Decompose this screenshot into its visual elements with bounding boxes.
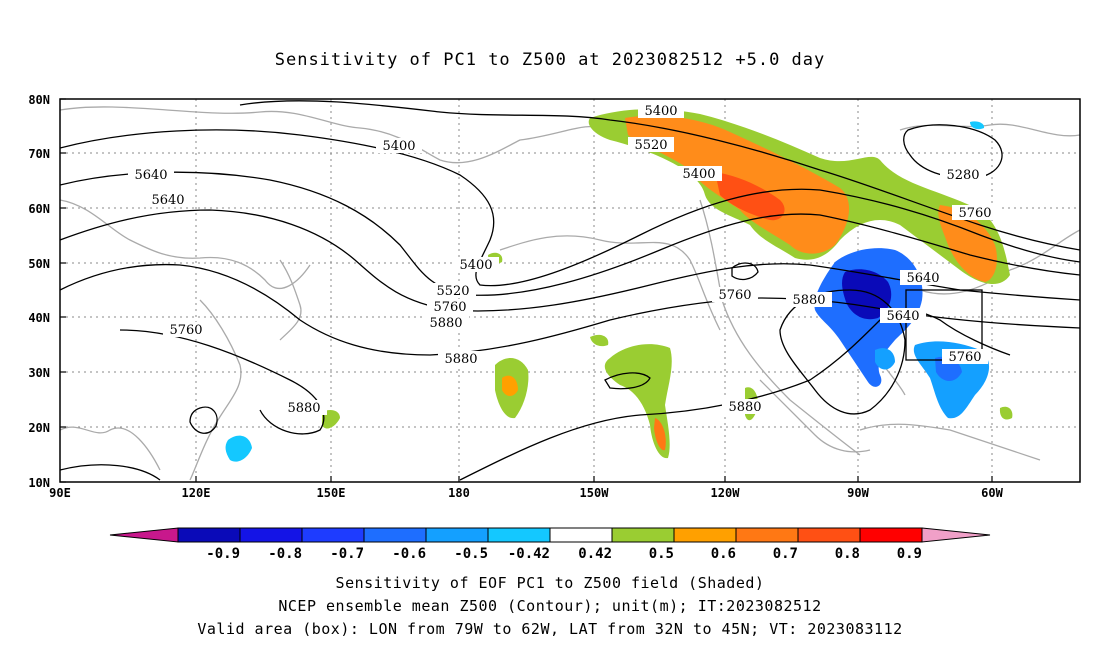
contour-label: 5760 [958,206,991,221]
colorbar-label: 0.6 [711,546,736,562]
lat-label: 30N [28,366,50,380]
colorbar: -0.9 -0.8 -0.7 -0.6 -0.5 -0.42 0.42 0.5 0.6 0.7 0.… [109,527,991,562]
gridlines [60,99,1080,482]
contour-label: 5400 [459,258,492,273]
colorbar-segment [549,527,613,543]
colorbar-high-end [921,527,991,543]
contour-label: 5640 [886,309,919,324]
lon-label: 90E [49,486,71,500]
colorbar-segment [735,527,799,543]
colorbar-segment [239,527,303,543]
colorbar-label: -0.5 [454,546,488,562]
contour-label: 5520 [634,138,667,153]
colorbar-label: -0.7 [330,546,364,562]
contour-label: 5400 [682,167,715,182]
contour-label: 5400 [382,139,415,154]
positive-region-north-red [715,172,785,221]
colorbar-segment [363,527,427,543]
colorbar-label: 0.5 [649,546,674,562]
colorbar-segment [177,527,241,543]
positive-region-small-2 [999,406,1013,420]
negative-region-florida [875,348,895,370]
page-title: Sensitivity of PC1 to Z500 at 2023082512… [274,50,826,70]
colorbar-label: 0.9 [897,546,922,562]
colorbar-label: 0.8 [835,546,860,562]
contour-label: 5880 [792,293,825,308]
lon-label: 150E [317,486,346,500]
contour-labels: 5400 5400 5520 5640 5400 5280 5640 5760 … [128,103,998,416]
lon-label: 150W [580,486,610,500]
map-frame [59,98,1081,483]
contour-label: 5880 [287,401,320,416]
lat-label: 60N [28,202,50,216]
negative-region-west [225,435,252,462]
contour-label: 5760 [433,300,466,315]
lon-label: 120E [182,486,211,500]
contour-label: 5760 [948,350,981,365]
contour-label: 5640 [906,271,939,286]
positive-region-pacific-2-core [654,418,666,451]
lat-label: 50N [28,257,50,271]
contour-label: 5640 [134,168,167,183]
lat-label: 80N [28,93,50,107]
colorbar-segment [859,527,923,543]
lat-label: 10N [28,476,50,490]
colorbar-label: 0.7 [773,546,798,562]
negative-region-small [970,121,985,130]
caption-contour-description: NCEP ensemble mean Z500 (Contour); unit(… [278,597,822,615]
lat-label: 70N [28,147,50,161]
colorbar-label: -0.9 [206,546,240,562]
caption-shading-description: Sensitivity of EOF PC1 to Z500 field (Sh… [335,574,765,592]
colorbar-segment [611,527,675,543]
lat-label: 40N [28,311,50,325]
colorbar-segment [301,527,365,543]
contour-label: 5760 [718,288,751,303]
longitude-labels: 90E 120E 150E 180 150W 120W 90W 60W [49,486,1003,500]
colorbar-label: -0.6 [392,546,426,562]
latitude-labels: 80N 70N 60N 50N 40N 30N 20N 10N [28,93,50,490]
lon-label: 60W [981,486,1003,500]
colorbar-segment [673,527,737,543]
contour-label: 5280 [946,168,979,183]
colorbar-segment [797,527,861,543]
lat-label: 20N [28,421,50,435]
contour-label: 5520 [436,284,469,299]
colorbar-low-end [109,527,179,543]
contour-label: 5880 [429,316,462,331]
colorbar-label: -0.42 [508,546,550,562]
contour-label: 5400 [644,104,677,119]
contour-label: 5640 [151,193,184,208]
z500-contours [60,100,1080,481]
colorbar-label: 0.42 [578,546,612,562]
contour-label: 5880 [444,352,477,367]
contour-label: 5760 [169,323,202,338]
negative-region-core [842,269,892,320]
lon-label: 180 [448,486,470,500]
positive-region-pacific-1-core [502,375,518,396]
positive-region-pacific-3 [590,334,609,347]
colorbar-segment [425,527,489,543]
lon-label: 90W [847,486,869,500]
lon-label: 120W [711,486,741,500]
caption-valid-area: Valid area (box): LON from 79W to 62W, L… [197,620,903,638]
contour-label: 5880 [728,400,761,415]
axis-ticks [60,98,993,483]
colorbar-label: -0.8 [268,546,302,562]
colorbar-segment [487,527,551,543]
